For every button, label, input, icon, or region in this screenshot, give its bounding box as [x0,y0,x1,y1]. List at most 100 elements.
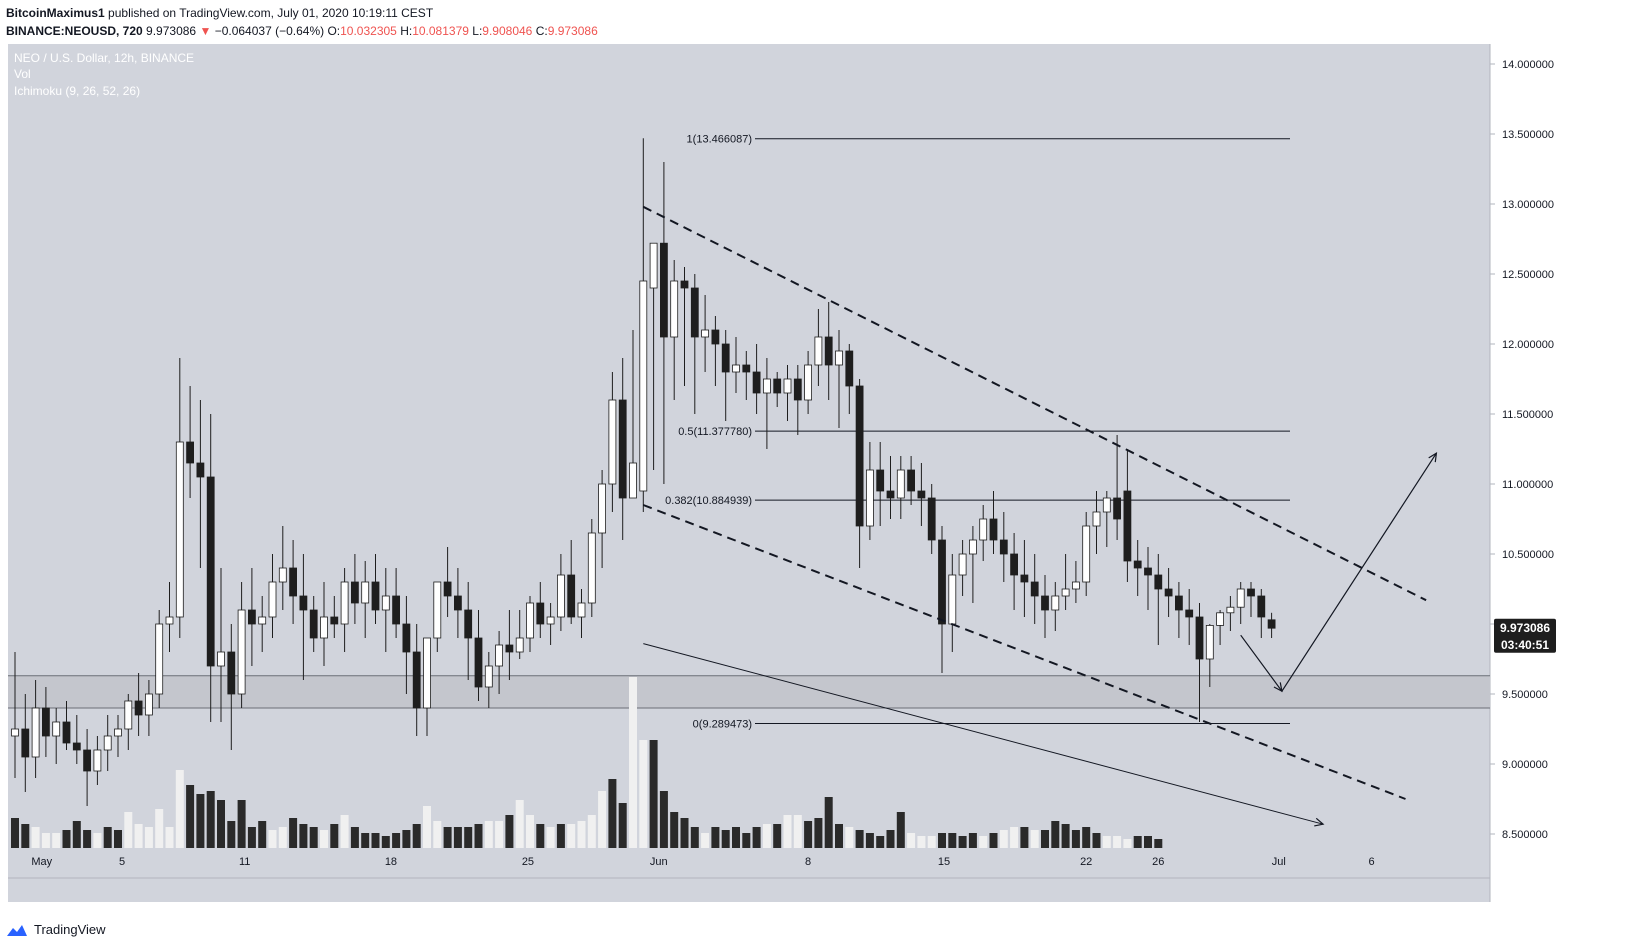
candle-body [557,574,565,618]
candle-body [1020,574,1029,583]
volume-bar [958,836,967,848]
candle-body [1154,574,1163,590]
volume-bar [1010,827,1019,848]
candle-body [1267,619,1276,629]
volume-bar [227,821,236,848]
price-scale[interactable] [1490,44,1633,902]
volume-bar [618,803,627,848]
y-tick-label: 10.500000 [1502,549,1554,561]
volume-bar [402,830,411,848]
volume-bar [979,836,988,848]
candle-body [526,602,534,639]
volume-bar [762,824,771,848]
y-tick-label: 11.500000 [1502,409,1553,421]
open-value: 10.032305 [340,24,397,38]
candle-body [217,651,225,667]
volume-bar [711,827,720,848]
y-tick-label: 12.000000 [1502,339,1554,351]
y-tick-label: 11.000000 [1502,479,1553,491]
footer-brand[interactable]: TradingView [34,922,106,937]
volume-bar [392,833,401,848]
candle-body [649,242,658,289]
volume-bar [1071,830,1080,848]
candle-body [381,595,390,611]
x-tick-label: 15 [938,856,950,868]
candle-body [618,399,627,499]
volume-bar [536,824,545,848]
author-name[interactable]: BitcoinMaximus1 [6,6,105,20]
x-tick-label: 22 [1080,856,1092,868]
volume-bar [464,827,473,848]
lower-channel-line [642,504,1406,800]
volume-bar [1092,833,1101,848]
projection-mid-arrowhead [1273,682,1283,693]
last-price-text: 9.973086 [1500,621,1550,635]
candle-body [876,469,885,492]
candle-body [515,637,524,653]
candle-body [608,399,617,485]
close-value: 9.973086 [547,24,598,38]
volume-bar [1041,830,1049,848]
plot-area[interactable] [8,44,1490,902]
volume-bar [598,791,607,848]
volume-bar [361,833,370,848]
volume-bar [11,818,19,848]
candle-body [639,280,648,492]
candle-body [999,539,1008,555]
volume-bar [31,827,40,848]
candle-body [144,693,153,716]
volume-trend-line [643,643,1324,825]
support-zone-layer [8,675,1490,709]
candle-body [206,476,215,667]
volume-bar [587,815,596,848]
volume-bar [907,833,916,848]
y-tick-label: 13.500000 [1502,129,1554,141]
volume-bar [1154,839,1163,848]
x-tick-label: 11 [239,856,250,868]
candle-body [1113,497,1121,520]
low-label: L: [472,24,483,38]
x-tick-label: 18 [385,856,397,868]
candle-body [1175,595,1183,611]
candle-body [1133,560,1142,569]
legend-ichimoku[interactable]: Ichimoku (9, 26, 52, 26) [14,84,140,98]
legend-title[interactable]: NEO / U.S. Dollar, 12h, BINANCE [14,51,194,65]
candle-body [896,469,905,499]
volume-bar [52,833,61,848]
volume-bar [876,836,885,848]
volume-bar [917,836,926,848]
y-tick-label: 9.000000 [1502,759,1548,771]
candle-body [1061,588,1070,597]
volume-bar [567,824,576,848]
volume-bar [134,824,143,848]
candle-body [134,700,143,716]
volume-bar [495,821,504,848]
candle-body [1257,595,1266,618]
volume-bar [814,818,823,848]
candle-body [412,651,421,709]
volume-layer [11,677,1163,848]
fib-level-label: 0.5(11.377780) [678,426,752,438]
candle-body [701,329,709,338]
candle-body [567,574,576,618]
volume-bar [41,833,50,848]
fib-level-label: 0(9.289473) [693,718,752,730]
upper-channel-line [642,205,1427,602]
volume-bar [927,836,936,848]
candle-body [268,581,277,618]
candle-body [1144,567,1152,576]
candle-body [577,602,586,618]
volume-bar [484,821,493,848]
candle-body [495,644,504,667]
candle-body [155,623,164,695]
x-tick-label: Jun [650,856,668,868]
footer: TradingView [6,922,106,937]
high-label: H: [400,24,413,38]
legend-vol[interactable]: Vol [14,67,31,81]
candle-body [330,616,339,625]
candle-body [11,728,19,737]
candle-body [1195,616,1204,660]
candle-body [938,539,946,625]
candle-body [989,518,998,541]
